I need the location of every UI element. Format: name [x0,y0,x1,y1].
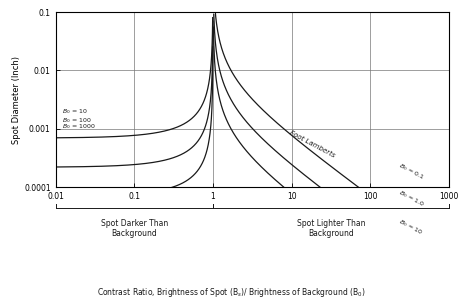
Text: Foot Lamberts: Foot Lamberts [288,130,336,159]
Text: Contrast Ratio, Brightness of Spot (B$_s$)/ Brightness of Background (B$_0$): Contrast Ratio, Brightness of Spot (B$_s… [97,286,366,299]
Text: Spot Darker Than
Background: Spot Darker Than Background [100,219,168,238]
Text: Spot Lighter Than
Background: Spot Lighter Than Background [297,219,365,238]
Y-axis label: Spot Diameter (Inch): Spot Diameter (Inch) [13,56,21,144]
Text: $B_0$ = 10: $B_0$ = 10 [62,107,88,116]
Text: $B_0$ = 1000: $B_0$ = 1000 [62,122,96,131]
Text: $B_0$ = 0.1: $B_0$ = 0.1 [397,161,426,182]
Text: $B_0$ = 10: $B_0$ = 10 [397,217,425,237]
Text: $B_0$ = 1.0: $B_0$ = 1.0 [397,188,426,209]
Text: $B_0$ = 100: $B_0$ = 100 [62,116,92,125]
